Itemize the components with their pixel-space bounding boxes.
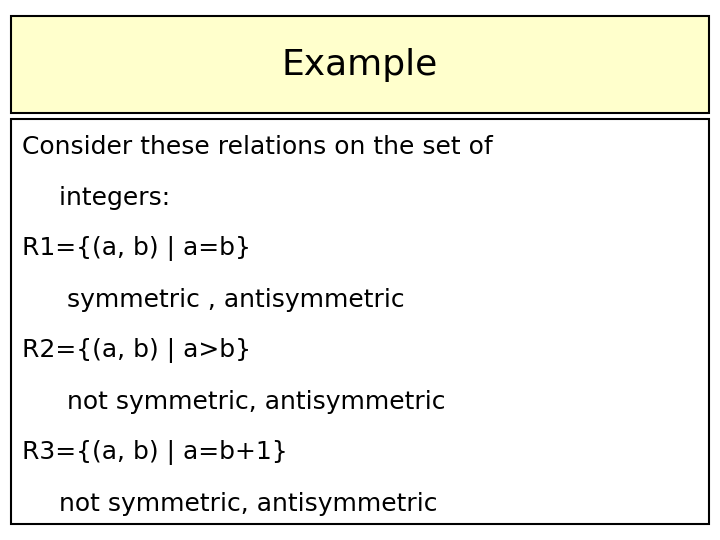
Text: R2={(a, b) | a>b}: R2={(a, b) | a>b}: [22, 338, 251, 363]
Text: R1={(a, b) | a=b}: R1={(a, b) | a=b}: [22, 237, 251, 261]
Text: Example: Example: [282, 48, 438, 82]
Text: not symmetric, antisymmetric: not symmetric, antisymmetric: [43, 491, 438, 516]
Text: not symmetric, antisymmetric: not symmetric, antisymmetric: [43, 390, 446, 414]
Text: integers:: integers:: [43, 186, 171, 210]
Text: Consider these relations on the set of: Consider these relations on the set of: [22, 135, 492, 159]
Bar: [11, 16, 709, 113]
Bar: [11, 119, 709, 524]
Text: R3={(a, b) | a=b+1}: R3={(a, b) | a=b+1}: [22, 440, 287, 465]
Text: symmetric , antisymmetric: symmetric , antisymmetric: [43, 288, 405, 312]
